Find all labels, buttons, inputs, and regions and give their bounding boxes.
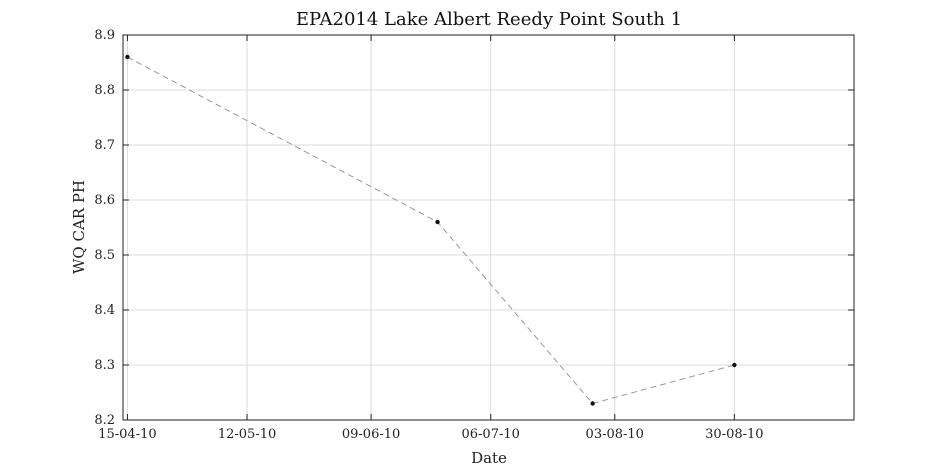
grid <box>123 34 854 421</box>
series-line <box>127 56 735 405</box>
x-tick-label: 15-04-10 <box>98 427 156 442</box>
y-tick-label: 8.4 <box>94 303 115 318</box>
y-axis-title: WQ CAR PH <box>70 180 88 274</box>
data-point <box>732 362 737 368</box>
chart-title: EPA2014 Lake Albert Reedy Point South 1 <box>296 9 682 30</box>
x-tick-label: 12-05-10 <box>218 427 276 442</box>
x-tick-label: 30-08-10 <box>705 427 763 442</box>
x-tick-label: 06-07-10 <box>462 427 520 442</box>
y-tick-label: 8.3 <box>94 358 115 373</box>
x-tick-label: 03-08-10 <box>586 427 644 442</box>
y-tick-label: 8.5 <box>94 248 115 263</box>
y-tick-label: 8.9 <box>94 28 115 43</box>
axis-ticks: 8.2 8.3 8.4 8.5 8.6 8.7 8.8 8.9 15-04-10 12-05-10… <box>94 28 854 442</box>
data-series <box>125 54 737 406</box>
data-point <box>435 219 440 225</box>
plot-frame <box>122 34 855 421</box>
y-tick-label: 8.6 <box>94 193 115 208</box>
y-tick-label: 8.2 <box>94 413 115 428</box>
data-point <box>590 401 595 406</box>
x-axis-title: Date <box>471 449 507 467</box>
x-tick-label: 09-06-10 <box>342 427 400 442</box>
y-tick-label: 8.7 <box>94 138 115 153</box>
y-tick-label: 8.8 <box>94 83 115 98</box>
data-point <box>125 54 130 60</box>
plot-background <box>123 35 854 420</box>
